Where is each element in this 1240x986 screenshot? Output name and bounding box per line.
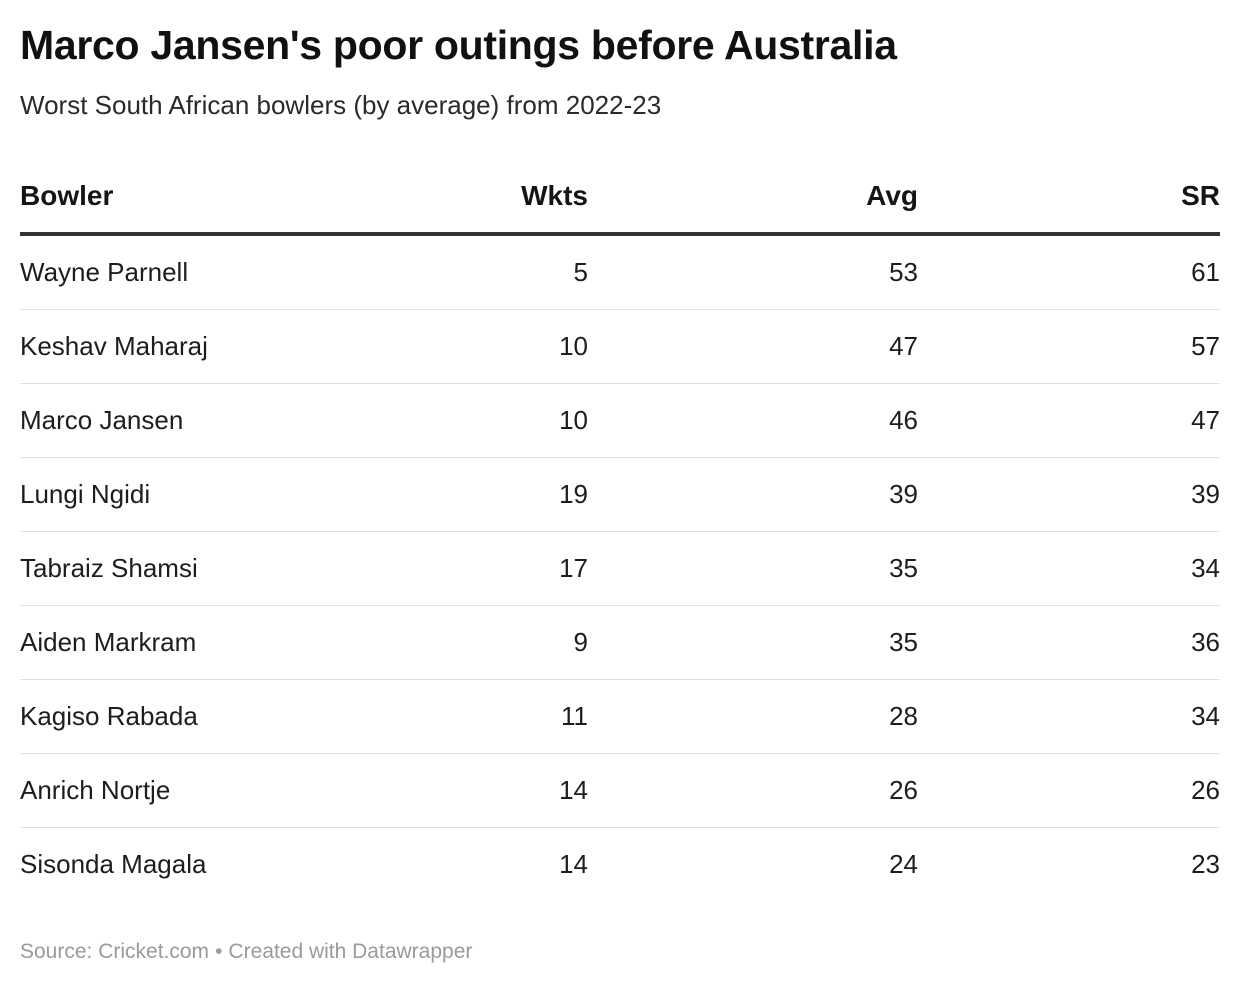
table-row: Keshav Maharaj 10 47 57 [20,309,1220,384]
cell-sr: 57 [918,309,1220,384]
table-row: Sisonda Magala 14 24 23 [20,828,1220,902]
table-row: Tabraiz Shamsi 17 35 34 [20,531,1220,606]
cell-bowler: Anrich Nortje [20,753,380,828]
cell-avg: 47 [588,309,918,384]
table-row: Lungi Ngidi 19 39 39 [20,457,1220,532]
cell-avg: 35 [588,605,918,680]
cell-wkts: 14 [380,753,588,828]
cell-avg: 26 [588,753,918,828]
table-row: Wayne Parnell 5 53 61 [20,234,1220,310]
cell-avg: 46 [588,383,918,458]
footer-separator: • [215,940,223,963]
chart-footer: Source: Cricket.com • Created with Datawra… [20,940,472,964]
cell-wkts: 17 [380,531,588,606]
cell-bowler: Sisonda Magala [20,849,207,879]
cell-sr: 34 [918,531,1220,606]
cell-avg: 28 [588,679,918,754]
table-row: Anrich Nortje 14 26 26 [20,753,1220,828]
column-header-bowler[interactable]: Bowler [20,160,380,236]
cell-wkts: 19 [380,457,588,532]
cell-bowler: Lungi Ngidi [20,457,380,532]
cell-wkts: 14 [559,849,588,879]
cell-sr: 36 [918,605,1220,680]
column-header-avg[interactable]: Avg [588,160,918,236]
column-header-sr[interactable]: SR [918,160,1220,236]
chart-subtitle: Worst South African bowlers (by average)… [20,90,662,120]
cell-wkts: 10 [380,309,588,384]
table-body: Wayne Parnell 5 53 61 Keshav Maharaj 10 47 57 Ma… [20,234,1220,901]
cell-bowler: Keshav Maharaj [20,309,380,384]
cell-avg: 39 [588,457,918,532]
credit-note: Created with Datawrapper [228,940,473,963]
cell-bowler: Tabraiz Shamsi [20,531,380,606]
bowlers-table: Bowler Wkts Avg SR Wayne Parnell 5 53 61 Kes… [20,160,1220,901]
cell-sr: 23 [1191,849,1220,879]
cell-bowler: Wayne Parnell [20,234,380,310]
cell-sr: 26 [918,753,1220,828]
table-row: Kagiso Rabada 11 28 34 [20,679,1220,754]
table-header-row: Bowler Wkts Avg SR [20,160,1220,236]
cell-sr: 61 [918,234,1220,310]
chart-title: Marco Jansen's poor outings before Austr… [20,22,897,68]
column-header-wkts[interactable]: Wkts [380,160,588,236]
table-row: Marco Jansen 10 46 47 [20,383,1220,458]
cell-wkts: 10 [380,383,588,458]
cell-wkts: 9 [380,605,588,680]
cell-avg: 24 [889,849,918,879]
cell-bowler: Kagiso Rabada [20,679,380,754]
source-note: Source: Cricket.com [20,940,210,963]
cell-avg: 35 [588,531,918,606]
table-row: Aiden Markram 9 35 36 [20,605,1220,680]
cell-sr: 34 [918,679,1220,754]
cell-bowler: Marco Jansen [20,383,380,458]
cell-bowler: Aiden Markram [20,605,380,680]
cell-sr: 39 [918,457,1220,532]
cell-wkts: 11 [380,679,588,754]
cell-avg: 53 [588,234,918,310]
cell-sr: 47 [918,383,1220,458]
cell-wkts: 5 [380,234,588,310]
